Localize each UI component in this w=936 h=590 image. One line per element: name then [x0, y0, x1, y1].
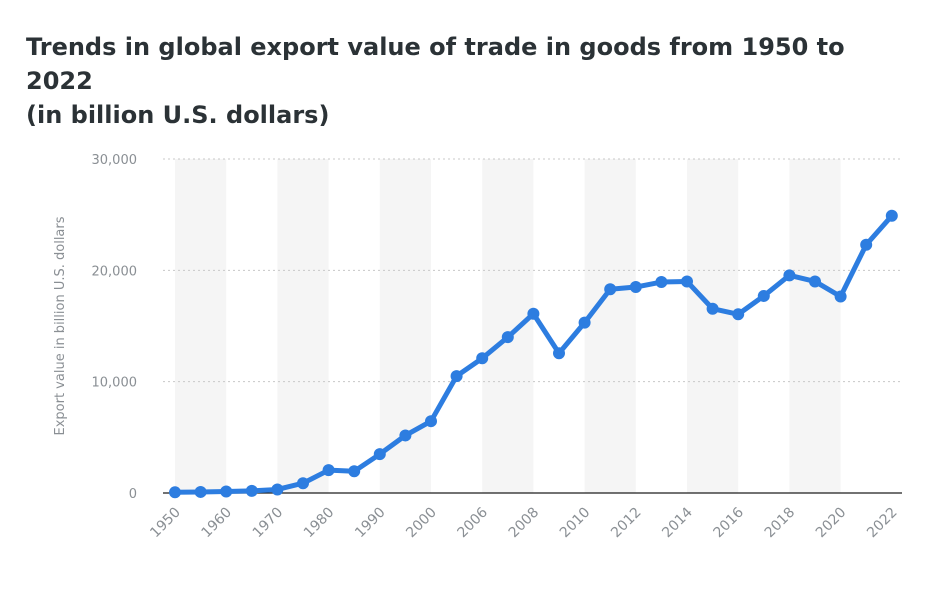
chart-title: Trends in global export value of trade i…: [26, 30, 916, 132]
data-point[interactable]: [527, 307, 540, 320]
data-point[interactable]: [783, 269, 796, 282]
y-tick-label: 0: [129, 487, 137, 502]
data-point[interactable]: [706, 302, 719, 315]
x-tick-label: 2008: [506, 505, 543, 542]
data-point[interactable]: [681, 275, 693, 288]
x-tick-label: 1950: [147, 505, 184, 542]
data-point[interactable]: [732, 308, 745, 321]
x-tick-label: 1990: [352, 505, 389, 542]
chart-title-line-1: Trends in global export value of trade i…: [26, 33, 845, 95]
x-tick-label: 2006: [455, 504, 492, 541]
background-band: [584, 159, 636, 493]
y-tick-layer: 0 10,000 20,000 30,000: [92, 153, 138, 502]
background-band: [277, 159, 329, 493]
y-tick-label: 30,000: [92, 153, 138, 168]
x-tick-label: 2014: [659, 504, 696, 541]
data-point[interactable]: [373, 448, 386, 461]
x-tick-label: 1980: [301, 505, 338, 542]
data-point[interactable]: [425, 415, 437, 428]
chart-title-line-2: (in billion U.S. dollars): [26, 101, 330, 129]
data-point[interactable]: [399, 429, 412, 442]
data-point[interactable]: [194, 485, 207, 498]
data-point[interactable]: [271, 483, 284, 496]
gridline-layer: [163, 158, 902, 383]
data-point[interactable]: [220, 485, 233, 498]
data-point[interactable]: [297, 477, 309, 490]
x-tick-label: 2012: [608, 505, 645, 542]
x-tick-label: 2022: [864, 505, 901, 542]
x-tick-label: 1960: [199, 505, 236, 542]
data-point[interactable]: [809, 275, 821, 288]
x-tick-label: 2000: [403, 505, 440, 542]
background-band: [789, 159, 841, 493]
data-point[interactable]: [245, 484, 258, 497]
data-point[interactable]: [169, 486, 181, 499]
data-point[interactable]: [604, 283, 617, 296]
series-layer: [169, 209, 898, 499]
data-point[interactable]: [629, 281, 642, 294]
background-band: [687, 159, 739, 493]
y-axis-label: Export value in billion U.S. dollars: [53, 216, 68, 435]
data-point[interactable]: [450, 370, 463, 383]
y-tick-label: 20,000: [92, 264, 138, 279]
data-point[interactable]: [655, 276, 668, 289]
data-point[interactable]: [860, 238, 873, 251]
background-band: [175, 159, 227, 493]
x-tick-label: 1970: [250, 505, 287, 542]
data-point[interactable]: [885, 209, 898, 222]
x-tick-label: 2010: [557, 505, 594, 542]
x-tick-label: 2016: [711, 504, 748, 541]
data-point[interactable]: [501, 331, 514, 344]
data-point[interactable]: [553, 347, 565, 360]
data-point[interactable]: [322, 464, 335, 477]
data-point[interactable]: [757, 289, 770, 302]
background-band: [379, 159, 431, 493]
data-point[interactable]: [476, 352, 489, 365]
x-tick-layer: 1950 1960 1970 1980 1990 2000 2006 2008 2010 2012…: [147, 504, 900, 541]
x-tick-label: 2020: [813, 505, 850, 542]
band-layer: [175, 159, 841, 493]
data-point[interactable]: [348, 465, 361, 478]
background-band: [482, 159, 534, 493]
x-tick-label: 2018: [762, 505, 799, 542]
data-point[interactable]: [834, 290, 847, 303]
y-tick-label: 10,000: [92, 376, 138, 391]
data-point[interactable]: [578, 316, 591, 329]
